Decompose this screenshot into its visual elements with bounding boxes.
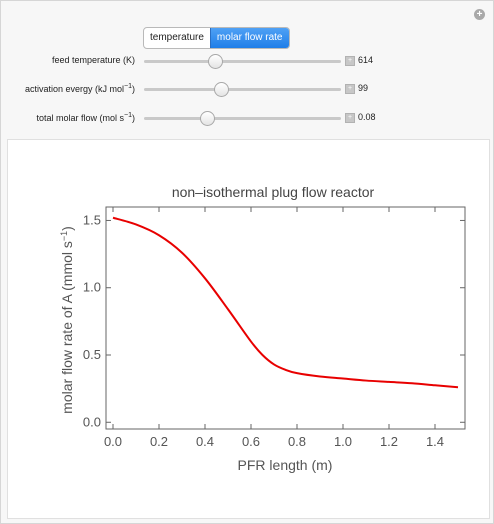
- feed-temperature-slider[interactable]: [144, 54, 341, 69]
- feed-temperature-value: 614: [358, 55, 374, 65]
- activation-energy-value: 99: [358, 83, 369, 93]
- y-tick-label: 0.5: [83, 347, 101, 362]
- x-tick-label: 0.4: [196, 434, 214, 449]
- total-molar-flow-value: 0.08: [358, 112, 376, 122]
- x-tick-label: 1.2: [380, 434, 398, 449]
- x-tick-label: 0.6: [242, 434, 260, 449]
- y-tick-label: 0.0: [83, 414, 101, 429]
- x-tick-label: 1.4: [426, 434, 444, 449]
- control-feed-temperature: feed temperature (K) + 614: [1, 53, 494, 69]
- molar-flow-chart: non–isothermal plug flow reactor 0.0 0.2 0…: [59, 184, 466, 473]
- y-tick-label: 1.5: [83, 212, 101, 227]
- x-axis-label: PFR length (m): [238, 457, 333, 473]
- activation-energy-label: activation evergy (kJ mol−1): [24, 83, 135, 94]
- y-axis-ticks: 0.0 0.5 1.0 1.5: [83, 212, 465, 429]
- control-activation-energy: activation evergy (kJ mol−1) + 99: [1, 81, 494, 97]
- x-tick-label: 0.0: [104, 434, 122, 449]
- feed-temperature-label: feed temperature (K): [51, 55, 135, 65]
- total-molar-flow-plus-icon[interactable]: +: [345, 113, 355, 123]
- feed-temperature-thumb[interactable]: [207, 54, 223, 69]
- total-molar-flow-slider[interactable]: [144, 111, 341, 126]
- plot-panel: non–isothermal plug flow reactor 0.0 0.2 0…: [7, 139, 490, 519]
- activation-energy-thumb[interactable]: [213, 82, 229, 97]
- total-molar-flow-thumb[interactable]: [200, 111, 216, 126]
- expand-plus-icon[interactable]: +: [474, 9, 485, 20]
- control-total-molar-flow: total molar flow (mol s−1) + 0.08: [1, 110, 494, 126]
- activation-energy-slider[interactable]: [144, 82, 341, 97]
- view-toggle: temperature molar flow rate: [143, 27, 290, 49]
- y-tick-label: 1.0: [83, 280, 101, 295]
- chart-title: non–isothermal plug flow reactor: [172, 184, 375, 200]
- activation-energy-plus-icon[interactable]: +: [345, 84, 355, 94]
- x-axis-ticks: 0.0 0.2 0.4 0.6 0.8 1.0 1.2 1.4: [104, 207, 444, 449]
- x-tick-label: 0.8: [288, 434, 306, 449]
- series-curve: [112, 216, 459, 389]
- total-molar-flow-label: total molar flow (mol s−1): [36, 112, 135, 123]
- tab-temperature[interactable]: temperature: [150, 32, 204, 43]
- y-axis-label: molar flow rate of A (mmol s−1): [59, 226, 75, 414]
- tab-molar-flow-rate[interactable]: molar flow rate: [209, 28, 289, 48]
- plot-frame: [105, 206, 466, 430]
- x-tick-label: 1.0: [334, 434, 352, 449]
- x-tick-label: 0.2: [150, 434, 168, 449]
- feed-temperature-plus-icon[interactable]: +: [345, 56, 355, 66]
